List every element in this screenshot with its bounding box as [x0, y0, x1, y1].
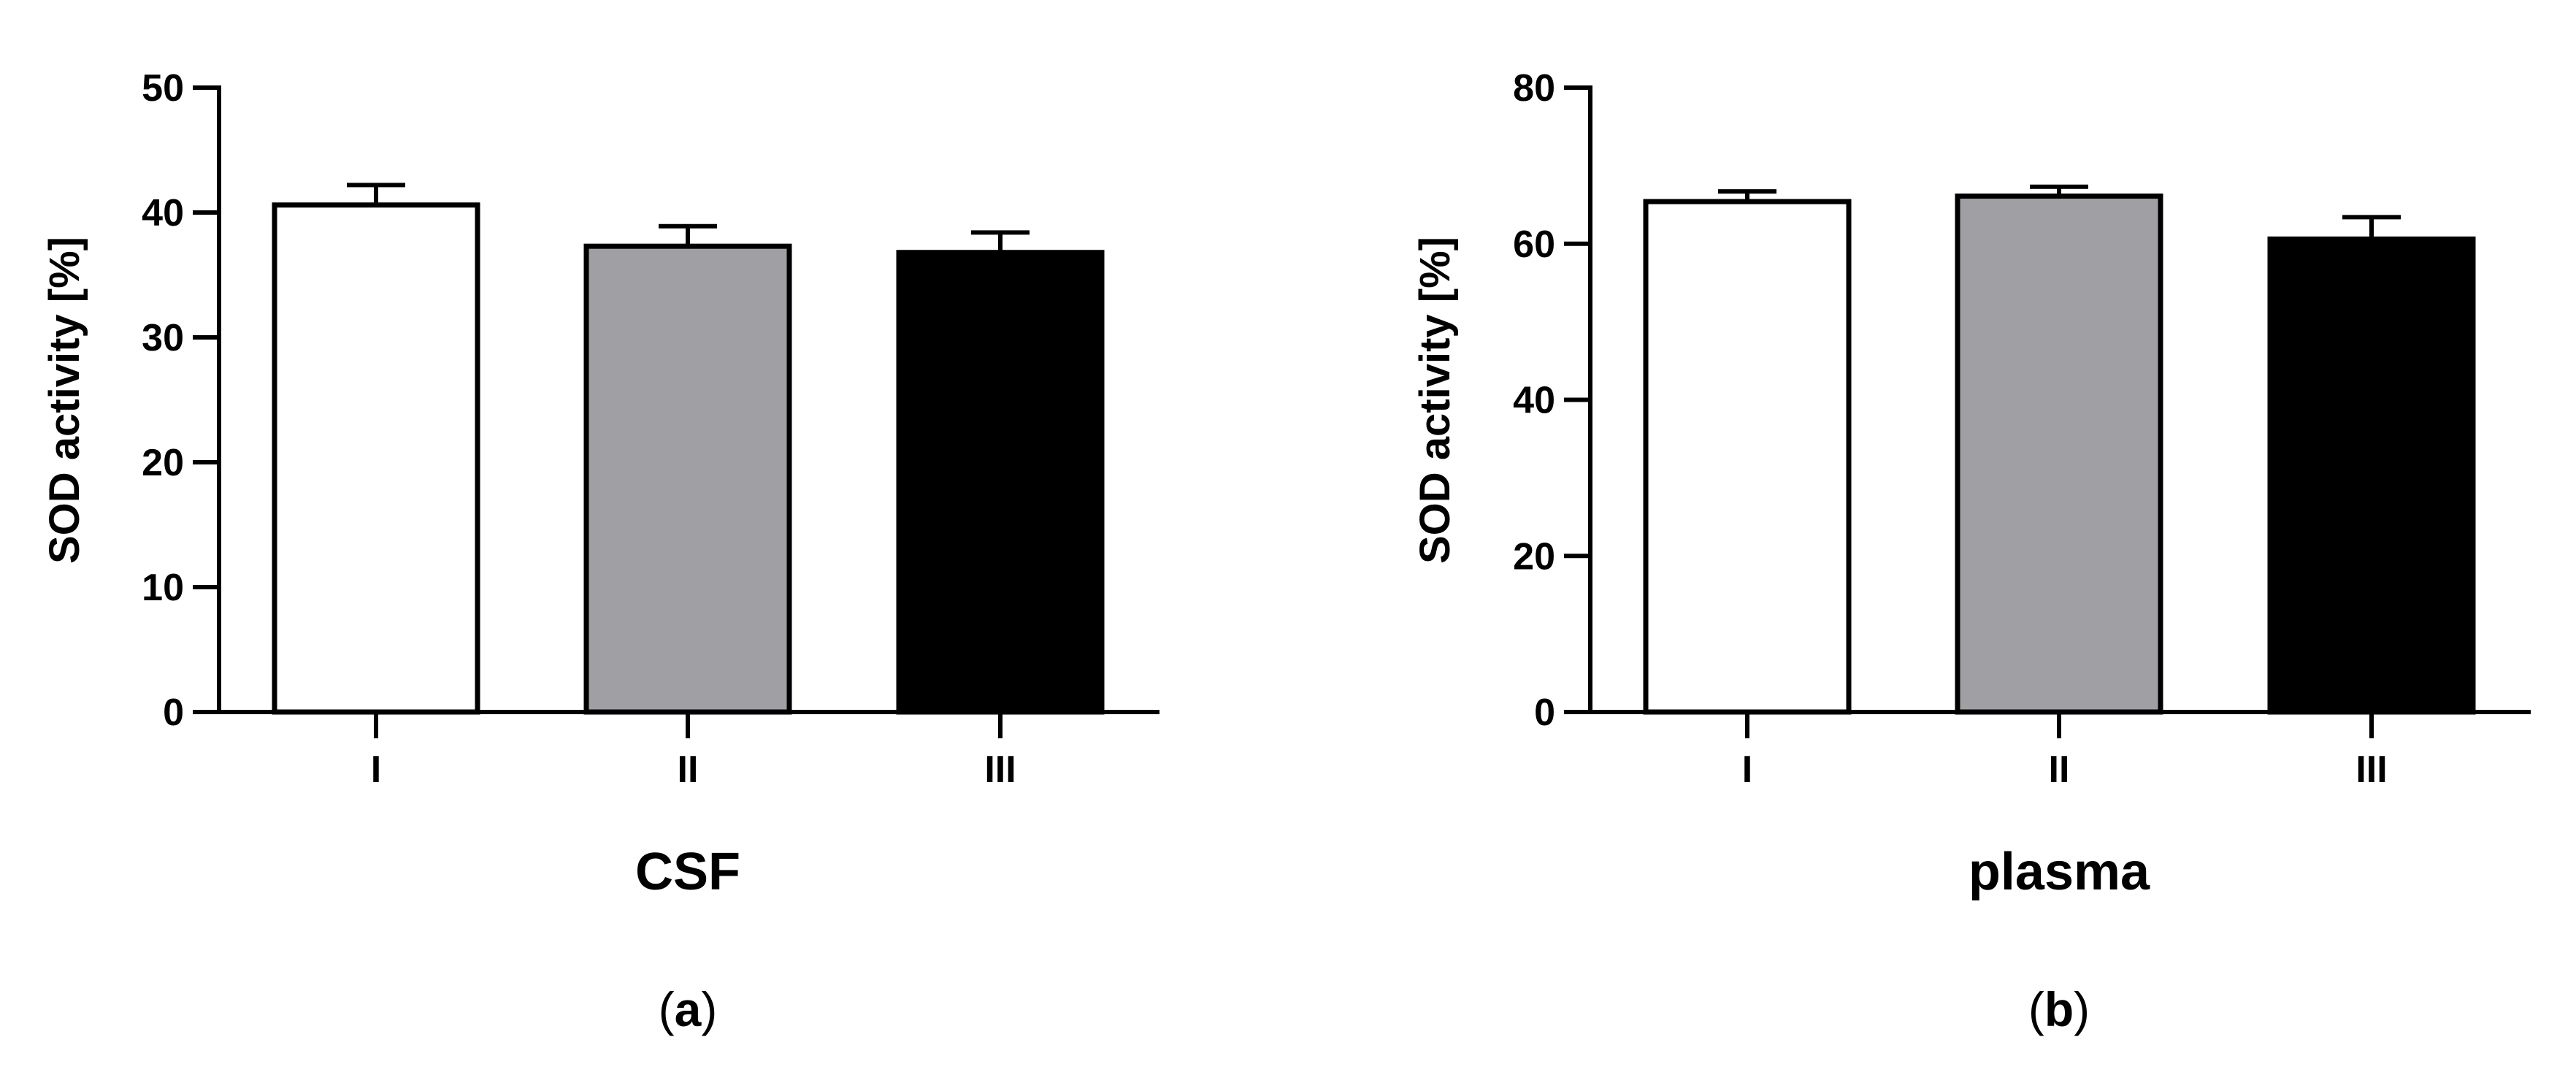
y-tick-label: 80: [1513, 67, 1555, 110]
x-axis-label: CSF: [635, 843, 740, 901]
bar-III: [896, 250, 1105, 715]
y-tick-label: 60: [1513, 223, 1555, 266]
bar-I: [1643, 199, 1852, 715]
panel-label: (a): [659, 982, 718, 1036]
bar-I: [272, 202, 480, 715]
bar-II: [1955, 194, 2163, 715]
y-tick-label: 30: [142, 317, 184, 359]
x-tick-label: I: [371, 749, 381, 791]
y-axis-label: SOD activity [%]: [1411, 237, 1459, 564]
y-tick-label: 10: [142, 567, 184, 609]
y-tick-label: 20: [1513, 535, 1555, 578]
x-tick-label: III: [2355, 749, 2387, 791]
y-tick-label: 40: [142, 192, 184, 234]
y-tick-label: 20: [142, 442, 184, 484]
x-tick-label: II: [678, 749, 699, 791]
x-tick-label: II: [2049, 749, 2070, 791]
y-tick-label: 40: [1513, 380, 1555, 422]
panel-label: (b): [2028, 982, 2090, 1036]
x-tick-label: III: [984, 749, 1016, 791]
y-axis-label: SOD activity [%]: [41, 237, 88, 564]
panel-letter: a: [675, 982, 702, 1036]
y-tick-label: 0: [163, 692, 184, 734]
x-tick-label: I: [1742, 749, 1752, 791]
y-tick-label: 0: [1534, 692, 1555, 734]
panel-letter: b: [2044, 982, 2074, 1036]
y-tick-label: 50: [142, 67, 184, 110]
x-axis-label: plasma: [1969, 843, 2150, 901]
bar-III: [2267, 236, 2476, 715]
bar-II: [583, 243, 792, 715]
